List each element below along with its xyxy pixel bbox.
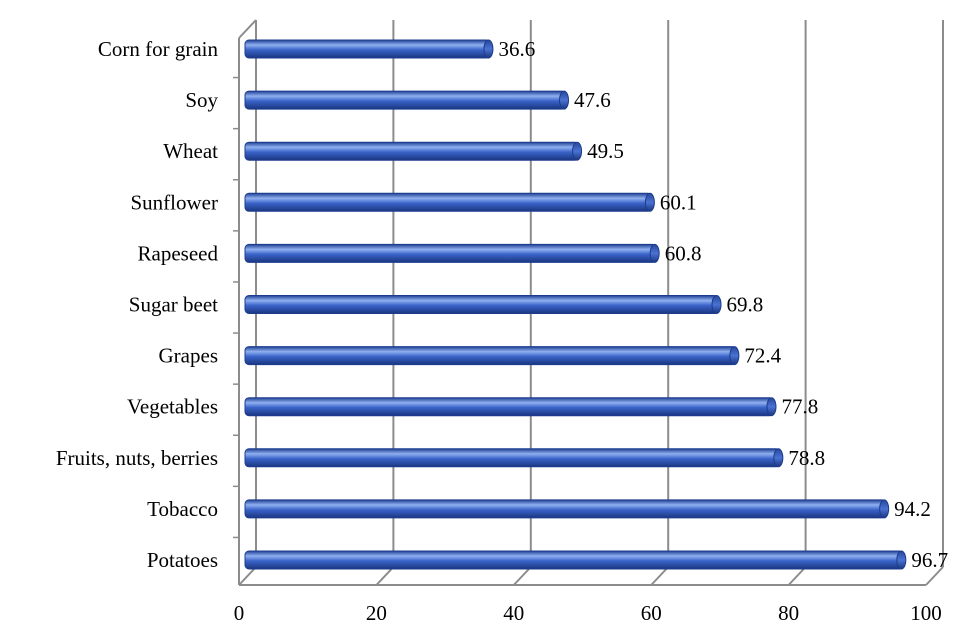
data-label: 49.5: [587, 139, 624, 163]
category-label: Corn for grain: [98, 37, 219, 61]
data-label: 96.7: [911, 548, 948, 572]
category-label: Potatoes: [147, 548, 218, 572]
category-label: Tobacco: [147, 497, 218, 521]
bar: [244, 243, 658, 263]
bar-end-cap: [766, 397, 777, 417]
data-label: 78.8: [788, 446, 825, 470]
x-tick-label: 80: [778, 601, 799, 625]
category-label: Rapeseed: [138, 241, 219, 265]
x-tick-label: 100: [910, 601, 942, 625]
floor-gridline: [925, 566, 944, 586]
x-tick-label: 0: [234, 601, 245, 625]
bar-end-cap: [879, 499, 890, 519]
floor-gridline: [375, 566, 395, 586]
bar: [244, 141, 580, 161]
bar-end-cap: [644, 192, 655, 212]
bar-end-cap: [711, 295, 722, 314]
floor-gridline: [513, 566, 532, 586]
gridlines: [238, 20, 944, 586]
floor-gridline: [238, 566, 257, 586]
bar-end-cap: [483, 39, 494, 59]
category-label: Sugar beet: [129, 293, 218, 317]
axes: [233, 19, 926, 586]
data-label: 77.8: [781, 395, 818, 419]
bar: [244, 192, 653, 212]
bar: [244, 448, 781, 468]
bar: [244, 550, 904, 570]
floor-gridline: [650, 566, 669, 586]
category-label: Sunflower: [131, 190, 219, 214]
bar: [244, 295, 720, 314]
data-label: 60.1: [660, 190, 697, 214]
bar: [244, 39, 491, 59]
bar-end-cap: [649, 243, 660, 263]
data-label: 69.8: [727, 293, 764, 317]
bar-end-cap: [559, 90, 570, 110]
data-label: 94.2: [894, 497, 931, 521]
data-label: 72.4: [744, 344, 781, 368]
y-axis-depth-line: [238, 19, 257, 39]
category-label: Fruits, nuts, berries: [56, 446, 218, 470]
bar-end-cap: [896, 550, 907, 570]
bar: [244, 499, 887, 519]
floor-gridline: [787, 566, 807, 586]
bar: [244, 397, 774, 417]
category-label: Vegetables: [127, 395, 218, 419]
bar: [244, 346, 737, 366]
bar-end-cap: [773, 448, 784, 468]
x-tick-label: 40: [503, 601, 524, 625]
bars: [244, 39, 907, 570]
x-tick-label: 60: [641, 601, 662, 625]
data-label: 60.8: [665, 241, 702, 265]
data-label: 36.6: [498, 37, 535, 61]
category-label: Soy: [185, 88, 218, 112]
bar-end-cap: [572, 141, 583, 161]
category-label: Grapes: [159, 344, 218, 368]
category-label: Wheat: [163, 139, 218, 163]
labels: 0 20 40 60 80 100 Corn for grain 36.6 Soy 47.6 Whe…: [56, 37, 948, 625]
data-label: 47.6: [574, 88, 611, 112]
x-tick-label: 20: [366, 601, 387, 625]
bar-end-cap: [729, 346, 740, 366]
bar: [244, 90, 567, 110]
